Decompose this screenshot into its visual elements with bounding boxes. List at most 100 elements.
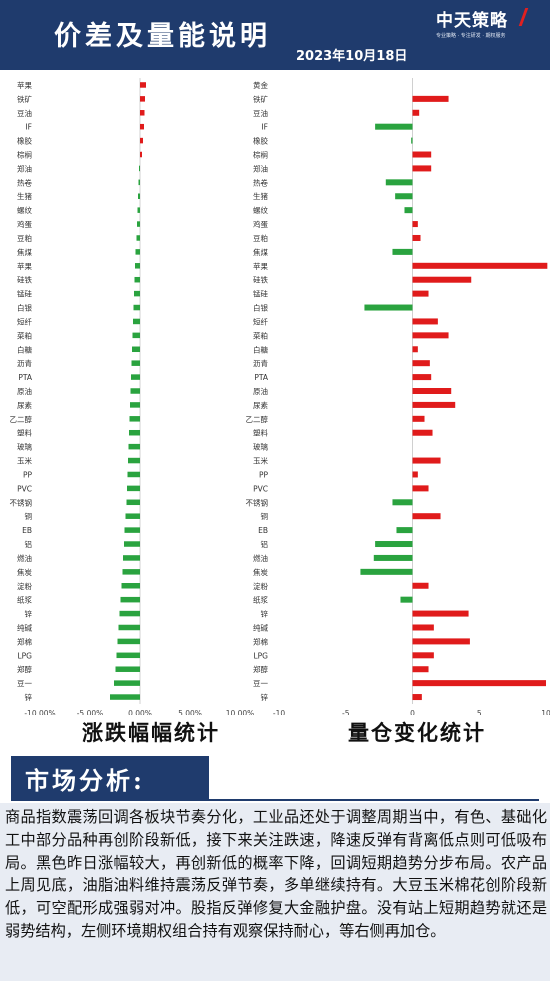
left-category-label: 菜粕 [17,330,32,340]
right-bar [412,346,418,353]
left-category-label: 铁矿 [17,94,32,104]
left-category-label: 乙二醇 [10,414,33,424]
left-category-label: 鸡蛋 [17,219,32,229]
left-bar [135,263,140,269]
left-category-label: 纸浆 [17,595,32,605]
left-category-label: 玻璃 [17,442,32,452]
left-bar [140,96,145,102]
left-category-label: 硅铁 [17,275,32,285]
left-category-label: LPG [17,651,32,660]
right-bar [400,596,413,603]
left-bar [118,624,140,631]
right-bar [412,652,434,659]
bar-charts: 苹果铁矿豆油IF橡胶棕榈郑油热卷生猪螺纹鸡蛋豆粕焦煤苹果硅铁锰硅白银短纤菜粕白糖… [10,78,550,715]
left-bar [126,499,140,506]
left-bar [115,666,140,672]
right-category-label: 螺纹 [253,205,268,215]
left-bar [119,610,140,617]
left-category-label: PTA [18,373,33,382]
left-bar [139,165,140,172]
right-x-tick-label: 5 [477,709,482,715]
left-category-label: 苹果 [17,261,32,271]
section-divider [11,799,539,801]
left-bar [131,360,140,366]
left-category-label: PP [23,470,33,479]
right-x-tick-label: -10 [273,709,285,715]
left-category-label: 沥青 [17,358,32,368]
right-bar [360,568,413,575]
left-bar [140,137,143,144]
right-bar [396,527,413,534]
right-category-label: 豆粕 [253,233,268,243]
right-category-label: 郑油 [253,163,268,173]
market-analysis-label: 市场分析: [25,766,145,795]
left-bar [124,527,140,533]
right-bar [404,207,413,214]
right-bar [412,638,470,645]
left-x-tick-label: -5.00% [77,709,104,715]
right-category-label: 淀粉 [253,581,268,591]
right-category-label: 鸡蛋 [253,219,268,229]
left-bar [110,694,140,700]
right-category-label: 焦炭 [253,567,268,577]
left-bar [125,513,140,519]
left-bar [140,82,146,88]
right-bar [412,624,434,631]
right-category-label: 锌 [261,609,269,619]
right-category-label: 铜 [261,511,269,521]
right-category-label: 郑醇 [253,664,268,674]
left-bar [129,416,140,422]
left-bar [140,151,142,158]
left-category-label: 白糖 [17,344,32,354]
left-bar [131,374,140,380]
right-chart-title: 量仓变化统计 [348,720,486,745]
left-bar [121,583,140,589]
left-category-label: 焦煤 [17,247,32,257]
right-bar [412,262,548,269]
right-category-label: PP [259,470,269,479]
right-bar [412,165,432,172]
right-bar [392,499,413,506]
left-category-label: 橡胶 [17,136,32,146]
market-analysis-text: 商品指数震荡回调各板块节奏分化，工业品还处于调整周期当中，有色、基础化工中部分品… [5,808,547,940]
brand-logo: 中天策略 专业策略 · 专注研发 · 期权服务 [436,6,542,44]
left-bar [134,276,140,283]
right-category-label: 不锈钢 [246,497,269,507]
right-bar [412,666,429,673]
left-category-label: 塑料 [17,428,32,438]
right-category-label: 生猪 [253,191,268,201]
right-category-label: 尿素 [253,400,268,410]
left-chart-title: 涨跌幅幅统计 [82,720,220,745]
right-bar [373,554,413,561]
right-category-label: 短纤 [253,316,268,326]
left-bar [133,304,140,311]
logo-slogan: 专业策略 · 专注研发 · 期权服务 [436,33,506,39]
right-category-label: 焦煤 [253,247,268,257]
left-bar [128,457,140,464]
left-bar [134,290,140,297]
left-x-tick-label: 10.00% [226,709,255,715]
left-bar [137,221,140,227]
right-bar [375,541,413,548]
left-bar [132,332,140,339]
right-category-label: 乙二醇 [246,414,269,424]
left-category-label: 热卷 [17,177,32,187]
right-category-label: 豆油 [253,108,268,118]
left-bar [133,318,140,325]
left-category-label: 铝 [25,539,33,549]
right-bar [412,415,425,422]
right-category-label: LPG [253,651,268,660]
left-category-label: 郑醇 [17,664,32,674]
left-category-label: 生猪 [17,191,32,201]
left-bar [140,110,145,116]
right-category-label: 锌 [261,692,269,702]
market-analysis-panel: 商品指数震荡回调各板块节奏分化，工业品还处于调整周期当中，有色、基础化工中部分品… [0,803,550,981]
right-bar [412,513,441,520]
right-category-label: 菜粕 [253,330,268,340]
right-category-label: 白糖 [253,344,268,354]
left-category-label: 铜 [25,511,33,521]
left-bar [129,429,140,436]
left-category-label: 尿素 [17,400,32,410]
right-category-label: 锰硅 [253,289,268,299]
right-category-label: 黄金 [253,80,268,90]
